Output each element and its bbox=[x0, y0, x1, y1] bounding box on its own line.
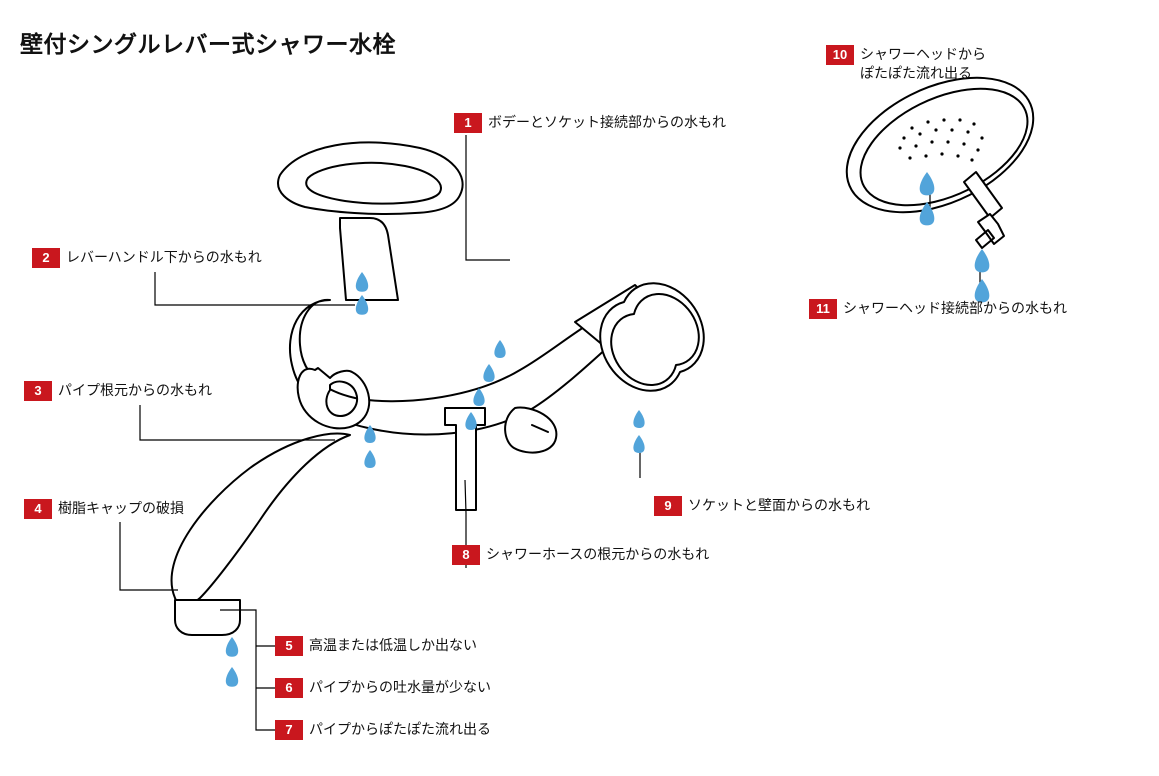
callout-number: 11 bbox=[809, 299, 837, 319]
callout-8: 8 シャワーホースの根元からの水もれ bbox=[452, 545, 709, 565]
callout-label: レバーハンドル下からの水もれ bbox=[66, 248, 262, 267]
callout-3: 3 パイプ根元からの水もれ bbox=[24, 381, 212, 401]
callout-number: 4 bbox=[24, 499, 52, 519]
callout-label: ソケットと壁面からの水もれ bbox=[688, 496, 870, 515]
callout-label: パイプからぽたぽた流れ出る bbox=[309, 720, 491, 739]
callout-label: パイプ根元からの水もれ bbox=[58, 381, 212, 400]
callout-number: 7 bbox=[275, 720, 303, 740]
callout-5: 5 高温または低温しか出ない bbox=[275, 636, 477, 656]
callout-number: 3 bbox=[24, 381, 52, 401]
callout-number: 6 bbox=[275, 678, 303, 698]
callout-number: 1 bbox=[454, 113, 482, 133]
shower-illustration bbox=[847, 78, 1033, 248]
callout-label: 樹脂キャップの破損 bbox=[58, 499, 184, 518]
callout-label: シャワーヘッドから ぽたぽた流れ出る bbox=[860, 45, 986, 83]
callout-11: 11 シャワーヘッド接続部からの水もれ bbox=[809, 299, 1067, 319]
callout-number: 9 bbox=[654, 496, 682, 516]
callout-10: 10 シャワーヘッドから ぽたぽた流れ出る bbox=[826, 45, 986, 83]
callout-1: 1 ボデーとソケット接続部からの水もれ bbox=[454, 113, 726, 133]
callout-number: 8 bbox=[452, 545, 480, 565]
callout-7: 7 パイプからぽたぽた流れ出る bbox=[275, 720, 491, 740]
callout-number: 2 bbox=[32, 248, 60, 268]
callout-6: 6 パイプからの吐水量が少ない bbox=[275, 678, 491, 698]
callout-label: ボデーとソケット接続部からの水もれ bbox=[488, 113, 726, 132]
callout-2: 2 レバーハンドル下からの水もれ bbox=[32, 248, 262, 268]
callout-label: シャワーホースの根元からの水もれ bbox=[486, 545, 709, 564]
callout-label: 高温または低温しか出ない bbox=[309, 636, 477, 655]
callout-label: パイプからの吐水量が少ない bbox=[309, 678, 491, 697]
callout-label: シャワーヘッド接続部からの水もれ bbox=[843, 299, 1067, 318]
callout-number: 10 bbox=[826, 45, 854, 65]
callout-9: 9 ソケットと壁面からの水もれ bbox=[654, 496, 870, 516]
callout-number: 5 bbox=[275, 636, 303, 656]
callout-4: 4 樹脂キャップの破損 bbox=[24, 499, 184, 519]
